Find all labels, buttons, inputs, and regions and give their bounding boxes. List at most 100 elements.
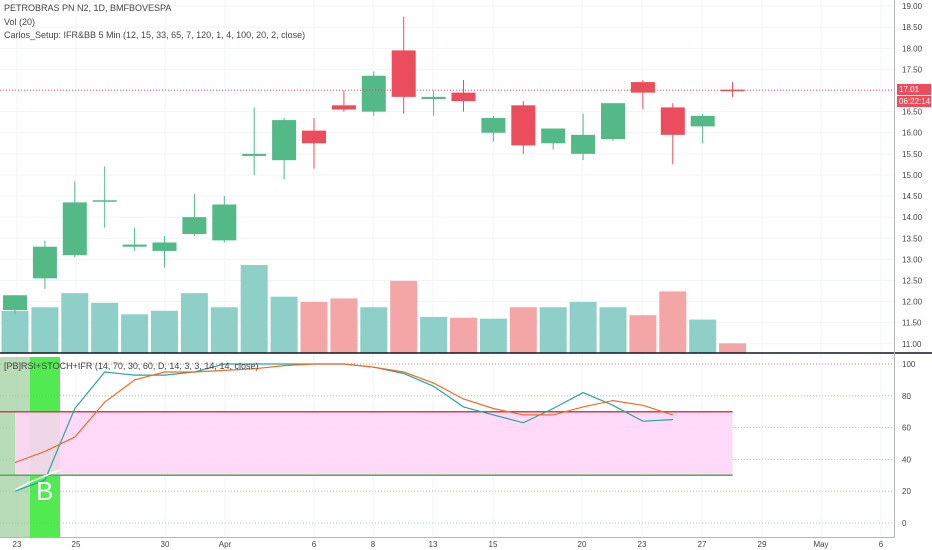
candle-body xyxy=(272,120,297,161)
date-tick-label: May xyxy=(813,540,828,549)
oscillator-tick-label: 20 xyxy=(902,487,911,496)
oscillator-legend: [PB]RSI+STOCH+IFR (14, 70, 30, 60, D, 14… xyxy=(4,361,259,371)
oscillator-tick-label: 60 xyxy=(902,424,911,433)
candle-body xyxy=(571,134,596,154)
volume-bar xyxy=(61,293,89,353)
price-tick-label: 16.50 xyxy=(902,108,923,117)
price-tick-label: 11.00 xyxy=(902,340,922,349)
price-tick-label: 19.00 xyxy=(902,2,923,11)
date-tick-label: 23 xyxy=(13,540,22,549)
candle-body xyxy=(630,82,655,93)
symbol-title: PETROBRAS PN N2, 1D, BMFBOVESPA xyxy=(4,3,172,13)
oscillator-tick-label: 100 xyxy=(902,360,916,369)
date-tick-label: 6 xyxy=(879,540,884,549)
oscillator-tick-label: 80 xyxy=(902,392,911,401)
volume-bar xyxy=(479,318,507,353)
volume-bar xyxy=(360,307,388,353)
price-tick-label: 14.00 xyxy=(902,213,923,222)
price-tick-label: 16.00 xyxy=(902,129,923,138)
candle-body xyxy=(451,92,476,102)
date-tick-label: Apr xyxy=(219,540,232,549)
price-tick-label: 12.00 xyxy=(902,298,923,307)
candle-body xyxy=(391,50,416,97)
price-tick-label: 11.50 xyxy=(902,319,922,328)
date-tick-label: 30 xyxy=(161,540,170,549)
volume-bar xyxy=(31,307,59,353)
volume-bar xyxy=(1,310,29,353)
volume-bar xyxy=(509,307,537,353)
buy-signal-marker: B xyxy=(36,476,53,506)
bar-countdown-tag: 06:22:14 xyxy=(897,96,931,107)
volume-bar xyxy=(450,317,477,353)
candle-body xyxy=(361,75,386,112)
volume-bar xyxy=(240,265,268,353)
volume-bar xyxy=(270,296,298,353)
candle-body xyxy=(212,204,237,241)
date-tick-label: 20 xyxy=(578,540,587,549)
volume-bar xyxy=(539,307,567,353)
oscillator-pane: B xyxy=(0,363,733,506)
date-tick-label: 8 xyxy=(371,540,376,549)
candle-body xyxy=(541,128,566,144)
volume-legend: Vol (20) xyxy=(4,17,36,27)
volume-bar xyxy=(91,302,119,353)
volume-bar xyxy=(210,307,238,353)
candle-body xyxy=(302,130,326,144)
volume-bar xyxy=(629,315,657,353)
candle-body xyxy=(32,246,57,279)
volume-bar xyxy=(599,307,627,353)
oscillator-tick-label: 40 xyxy=(902,455,911,464)
volume-bar xyxy=(569,301,597,353)
price-tick-label: 15.50 xyxy=(902,150,923,159)
date-tick-label: 15 xyxy=(489,540,498,549)
price-tick-label: 18.00 xyxy=(902,44,923,53)
volume-bar xyxy=(659,291,687,353)
candle-body xyxy=(62,202,87,256)
candle-body xyxy=(421,96,446,99)
volume-bar xyxy=(300,301,328,353)
price-tick-label: 12.50 xyxy=(902,276,923,285)
oscillator-tick-label: 0 xyxy=(902,519,907,528)
candle-body xyxy=(511,105,536,146)
price-tick-label: 13.00 xyxy=(902,255,923,264)
indicator-legend: Carlos_Setup: IFR&BB 5 Min (12, 15, 33, … xyxy=(4,30,306,40)
candle-body xyxy=(481,117,506,133)
price-tick-label: 14.50 xyxy=(902,192,923,201)
candlesticks xyxy=(0,16,894,315)
date-tick-label: 13 xyxy=(429,540,438,549)
candle-body xyxy=(331,105,356,110)
candle-body xyxy=(660,107,685,135)
volume-bar xyxy=(420,316,448,353)
volume-bar xyxy=(330,298,358,353)
candle-body xyxy=(152,242,177,251)
date-tick-label: 27 xyxy=(698,540,707,549)
date-tick-label: 29 xyxy=(758,540,767,549)
signal-trail-line xyxy=(14,469,61,491)
date-tick-label: 25 xyxy=(72,540,81,549)
candle-body xyxy=(92,200,117,202)
candle-body xyxy=(690,115,715,127)
candle-body xyxy=(182,217,207,235)
volume-bar xyxy=(689,319,717,353)
price-tick-label: 17.50 xyxy=(902,65,923,74)
volume-bar xyxy=(719,343,747,353)
price-tick-label: 18.50 xyxy=(902,23,923,32)
volume-bar xyxy=(180,293,208,353)
volume-bar xyxy=(151,310,178,353)
date-tick-label: 6 xyxy=(312,540,317,549)
volume-bar xyxy=(390,280,418,353)
price-tick-label: 15.00 xyxy=(902,171,923,180)
last-price-tag: 17.01 xyxy=(897,84,931,95)
candle-body xyxy=(601,103,625,140)
rsi-line xyxy=(14,363,673,464)
candle-body xyxy=(122,244,147,247)
candle-body xyxy=(242,153,267,156)
price-tick-label: 13.50 xyxy=(902,234,923,243)
candle-body xyxy=(3,295,27,311)
oscillator-band xyxy=(15,411,733,476)
date-tick-label: 23 xyxy=(638,540,647,549)
volume-bars xyxy=(1,265,747,353)
volume-bar xyxy=(121,314,149,353)
